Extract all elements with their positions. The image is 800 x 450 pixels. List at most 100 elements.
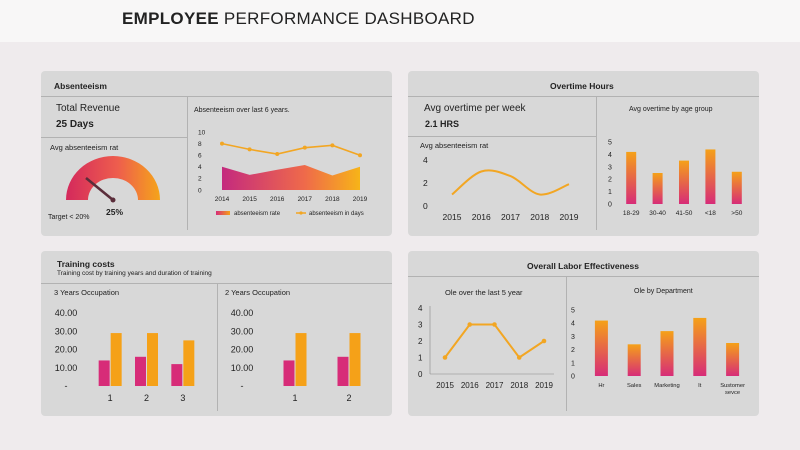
y-tick-label: 40.00 [55, 308, 78, 318]
absenteeism-6yr-chart: 10 8 6 4 2 0 2014 2015 2016 2017 2018 2019 absenteei… [198, 129, 368, 217]
bar-series2-2 [349, 333, 361, 386]
x-tick-label: 1 [108, 393, 113, 403]
legend-marker-days [299, 211, 303, 215]
y-tick-label: 4 [608, 152, 612, 159]
x-tick-label: 2015 [436, 381, 454, 390]
y-tick-label: 30.00 [231, 326, 254, 336]
x-tick-label: 2018 [325, 196, 340, 203]
x-tick-label: <18 [705, 210, 716, 217]
bar-series2-1 [295, 333, 307, 386]
overtime-age-chart: 5 4 3 2 1 0 18-29 30-40 41-50 <18 >50 [608, 139, 743, 217]
divider [408, 96, 759, 97]
y-tick-label: 1 [608, 189, 612, 196]
divider [217, 283, 218, 411]
bar--18 [705, 149, 716, 204]
y-tick-label: 40.00 [231, 308, 254, 318]
y-tick-label: 8 [198, 141, 202, 148]
bar-series1-3 [171, 364, 183, 386]
y-tick-label: 0 [608, 201, 612, 208]
line-point [330, 143, 335, 148]
page-title: EMPLOYEE PERFORMANCE DASHBOARD [122, 9, 475, 28]
absenteeism-panel [41, 71, 392, 236]
divider [408, 136, 596, 137]
line-overtime [451, 169, 570, 196]
x-tick-label: 3 [180, 393, 185, 403]
bar-series1-2 [135, 356, 146, 386]
y-tick-label: 20.00 [231, 345, 254, 355]
x-tick-label: Marketing [654, 383, 679, 389]
bar-it [693, 317, 707, 376]
y-tick-label: 3 [608, 164, 612, 171]
area-absenteeism-rate [222, 165, 360, 190]
training-3yr-title: 3 Years Occupation [54, 288, 120, 297]
total-revenue-value: 25 Days [56, 119, 94, 130]
gauge-needle [85, 176, 114, 202]
absenteeism-6yr-title: Absenteeism over last 6 years. [194, 107, 290, 114]
x-tick-label: 18-29 [623, 210, 640, 217]
y-tick-label: 10 [198, 129, 206, 136]
bar-18-29 [626, 151, 637, 204]
x-tick-label: It [698, 383, 702, 389]
y-tick-label: 4 [418, 304, 423, 313]
y-tick-label: 1 [571, 360, 575, 367]
line-absenteeism-days [221, 142, 361, 156]
x-tick-label: 2018 [510, 381, 528, 390]
legend-swatch-rate [216, 211, 230, 215]
absenteeism-gauge [66, 156, 160, 203]
x-tick-label: 2 [144, 393, 149, 403]
x-tick-label: sevce [725, 390, 740, 396]
x-tick-label: 2016 [472, 212, 491, 222]
divider [41, 137, 187, 138]
overtime-age-title: Avg overtime by age group [629, 106, 713, 113]
bar-series1-1 [283, 360, 295, 386]
line-point [541, 338, 547, 344]
labor-panel-title: Overall Labor Effectiveness [527, 261, 639, 271]
line-point [492, 322, 497, 327]
divider [187, 96, 188, 230]
y-tick-label: 0 [418, 370, 423, 379]
legend-label-rate: absenteeism rate [234, 211, 281, 217]
bar-series2-2 [147, 333, 158, 386]
overtime-avg-label: Avg overtime per week [424, 103, 526, 114]
y-tick-label: 3 [418, 320, 423, 329]
training-panel [41, 251, 392, 416]
bar-series2-1 [110, 333, 122, 386]
x-tick-label: 2015 [443, 212, 462, 222]
bar-hr [594, 320, 608, 376]
ole-dept-title: Ole by Department [634, 288, 693, 295]
divider [596, 96, 597, 230]
y-tick-label: - [241, 381, 244, 391]
overtime-panel-title: Overtime Hours [550, 81, 614, 91]
x-tick-label: 2017 [298, 196, 313, 203]
training-panel-title: Training costs [57, 259, 115, 269]
divider [566, 276, 567, 411]
divider [41, 96, 392, 97]
x-tick-label: 2016 [270, 196, 285, 203]
header-bar [0, 0, 800, 42]
line-point [358, 153, 362, 158]
y-tick-label: 10.00 [231, 363, 254, 373]
target-label: Target < 20% [48, 214, 90, 221]
x-tick-label: Sales [627, 383, 642, 389]
overtime-trend-title: Avg absenteeism rat [420, 141, 489, 150]
bar-series1-2 [337, 356, 349, 386]
bar-series1-1 [98, 360, 110, 386]
x-tick-label: 2017 [501, 212, 520, 222]
x-tick-label: 2017 [486, 381, 504, 390]
y-tick-label: 1 [418, 353, 423, 362]
bar-series2-3 [183, 340, 195, 386]
bar-30-40 [652, 173, 663, 204]
line-point [467, 322, 473, 327]
x-tick-label: >50 [731, 210, 742, 217]
line-point [220, 141, 224, 146]
y-tick-label: 10.00 [55, 363, 78, 373]
x-tick-label: 2019 [560, 212, 579, 222]
x-tick-label: Hr [598, 383, 604, 389]
x-tick-label: 2019 [535, 381, 553, 390]
y-tick-label: 0 [198, 187, 202, 194]
x-tick-label: 41-50 [676, 210, 693, 217]
gauge-hub [110, 197, 116, 203]
y-tick-label: 3 [571, 334, 575, 341]
x-tick-label: Sustomer [720, 383, 745, 389]
